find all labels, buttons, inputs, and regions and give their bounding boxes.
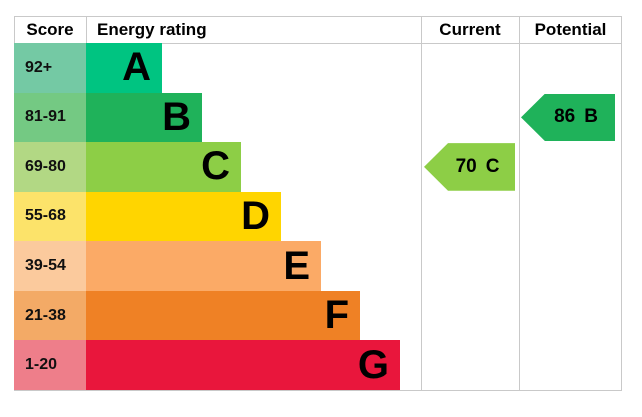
header-underline <box>14 43 622 44</box>
current-column-header: Current <box>439 20 501 39</box>
table-bottom-border <box>14 390 622 391</box>
rating-bar-c: C <box>86 142 241 192</box>
table-right-border <box>621 16 622 391</box>
score-range-cell: 1-20 <box>14 340 86 390</box>
rating-bar-a: A <box>86 43 162 93</box>
potential-column-separator <box>519 16 520 391</box>
score-range-cell: 39-54 <box>14 241 86 291</box>
score-range-cell: 92+ <box>14 43 86 93</box>
score-range-cell: 69-80 <box>14 142 86 192</box>
rating-letter: C <box>201 144 230 189</box>
score-range-cell: 21-38 <box>14 290 86 341</box>
rating-letter: D <box>241 193 270 238</box>
band-row-c: 69-80 C <box>14 142 622 192</box>
potential-score-value: 86 <box>554 106 576 128</box>
current-band-letter: C <box>485 155 500 177</box>
score-range-cell: 55-68 <box>14 191 86 242</box>
score-column-header: Score <box>26 20 74 39</box>
rating-letter: G <box>357 342 389 387</box>
band-row-d: 55-68 D <box>14 191 622 242</box>
rating-letter: F <box>324 293 349 338</box>
current-column-separator <box>421 16 422 391</box>
current-score-value: 70 <box>455 155 477 177</box>
rating-bar-b: B <box>86 92 202 143</box>
band-rows: 92+ A 81-91 B 69-80 C 55-68 D 39-54 E 21-38 F 1-20 G <box>14 43 622 390</box>
score-range-cell: 81-91 <box>14 92 86 143</box>
band-row-e: 39-54 E <box>14 241 622 291</box>
rating-bar-e: E <box>86 241 321 291</box>
band-row-g: 1-20 G <box>14 340 622 390</box>
band-row-b: 81-91 B <box>14 92 622 143</box>
rating-letter: B <box>162 94 191 139</box>
epc-table: Score Energy rating Current Potential 92… <box>14 16 622 391</box>
rating-letter: A <box>122 45 151 90</box>
band-row-f: 21-38 F <box>14 290 622 341</box>
potential-column-header: Potential <box>534 20 607 39</box>
rating-letter: E <box>283 243 310 288</box>
table-top-border <box>14 16 622 17</box>
rating-bar-f: F <box>86 290 360 341</box>
rating-bar-g: G <box>86 340 400 390</box>
energy-rating-column-header: Energy rating <box>97 20 207 39</box>
rating-bar-d: D <box>86 191 281 242</box>
potential-band-letter: B <box>584 106 598 128</box>
band-row-a: 92+ A <box>14 43 622 93</box>
